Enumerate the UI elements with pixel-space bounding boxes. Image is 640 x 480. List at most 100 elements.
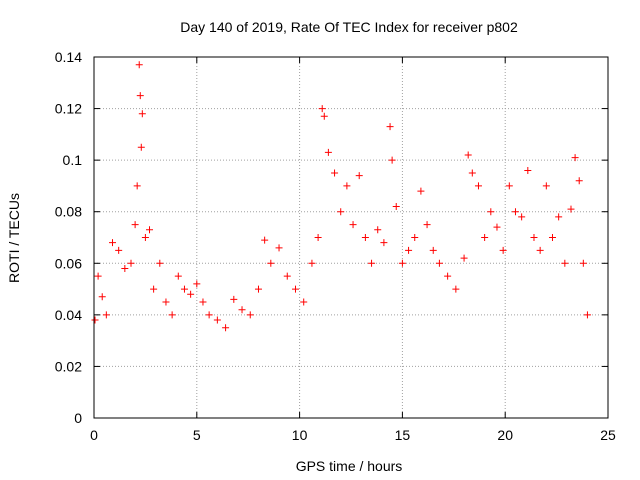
data-point xyxy=(267,259,275,267)
data-point xyxy=(162,298,170,306)
data-point xyxy=(314,234,322,241)
data-point xyxy=(230,295,238,303)
data-point xyxy=(135,61,143,69)
data-point xyxy=(138,110,146,118)
data-point xyxy=(493,223,501,231)
data-point xyxy=(487,208,495,216)
data-point xyxy=(429,246,437,254)
y-tick-label: 0.06 xyxy=(55,255,82,271)
data-point xyxy=(411,234,419,241)
data-point xyxy=(530,234,538,241)
data-point xyxy=(275,244,283,252)
data-point xyxy=(444,272,452,280)
data-point xyxy=(499,246,507,254)
y-tick-label: 0.02 xyxy=(55,358,82,374)
data-point xyxy=(361,234,369,241)
data-point xyxy=(283,272,291,280)
data-point xyxy=(343,182,351,190)
data-point xyxy=(481,234,489,241)
data-point xyxy=(222,324,230,332)
data-point xyxy=(180,285,188,293)
data-point xyxy=(561,259,569,267)
data-point xyxy=(542,182,550,190)
data-point xyxy=(127,259,135,267)
data-point xyxy=(575,177,583,185)
data-point xyxy=(417,187,425,195)
data-point xyxy=(187,290,195,298)
data-point xyxy=(380,239,388,247)
chart-title: Day 140 of 2019, Rate Of TEC Index for r… xyxy=(180,19,518,35)
data-point xyxy=(524,166,532,174)
data-point xyxy=(254,285,262,293)
y-tick-label: 0.12 xyxy=(55,101,82,117)
y-tick-label: 0.14 xyxy=(55,49,82,65)
data-point xyxy=(518,213,526,221)
data-point xyxy=(300,298,308,306)
data-point xyxy=(308,259,316,267)
data-point xyxy=(213,316,221,324)
y-tick-label: 0.1 xyxy=(63,152,83,168)
data-point xyxy=(452,285,460,293)
data-point xyxy=(205,311,213,319)
data-point xyxy=(355,172,363,180)
data-point xyxy=(324,148,332,156)
data-point xyxy=(583,311,591,319)
data-point xyxy=(168,311,176,319)
data-point xyxy=(115,246,123,254)
data-point xyxy=(464,151,472,159)
plot-frame xyxy=(93,56,609,419)
x-tick-label: 25 xyxy=(600,427,616,443)
data-point xyxy=(337,208,345,216)
data-point xyxy=(146,226,154,234)
data-point xyxy=(571,154,579,162)
grid-lines xyxy=(94,57,608,418)
data-point xyxy=(392,203,400,211)
y-tick-label: 0 xyxy=(74,410,82,426)
data-point xyxy=(423,221,431,229)
data-point xyxy=(536,246,544,254)
data-point xyxy=(368,259,376,267)
data-point xyxy=(386,123,394,131)
data-point xyxy=(460,254,468,262)
data-point xyxy=(555,213,563,221)
data-point xyxy=(331,169,339,177)
data-point xyxy=(102,311,110,319)
data-point xyxy=(141,234,149,241)
data-point xyxy=(98,293,106,301)
data-point xyxy=(174,272,182,280)
data-point xyxy=(388,156,396,164)
y-tick-label: 0.04 xyxy=(55,307,82,323)
data-point xyxy=(567,205,575,213)
data-point xyxy=(199,298,207,306)
x-tick-label: 15 xyxy=(395,427,411,443)
data-point xyxy=(109,239,117,247)
data-point xyxy=(156,259,164,267)
data-point xyxy=(91,316,99,324)
data-point xyxy=(320,112,328,120)
data-point xyxy=(505,182,513,190)
data-point xyxy=(246,311,254,319)
x-tick-label: 5 xyxy=(193,427,201,443)
x-tick-label: 10 xyxy=(292,427,308,443)
data-point xyxy=(468,169,476,177)
data-point xyxy=(318,105,326,113)
data-point xyxy=(291,285,299,293)
x-tick-label: 20 xyxy=(497,427,513,443)
data-point xyxy=(398,259,406,267)
data-point xyxy=(150,285,158,293)
data-point xyxy=(405,246,413,254)
data-point xyxy=(131,221,139,229)
data-points xyxy=(91,61,591,332)
data-point xyxy=(511,208,519,216)
data-point xyxy=(261,236,269,244)
data-point xyxy=(474,182,482,190)
data-point xyxy=(548,234,556,241)
y-axis-label: ROTI / TECUs xyxy=(6,193,22,283)
data-point xyxy=(579,259,587,267)
data-point xyxy=(121,264,129,272)
data-point xyxy=(193,280,201,288)
x-axis-label: GPS time / hours xyxy=(296,458,403,474)
data-point xyxy=(136,92,144,100)
data-point xyxy=(137,143,145,151)
